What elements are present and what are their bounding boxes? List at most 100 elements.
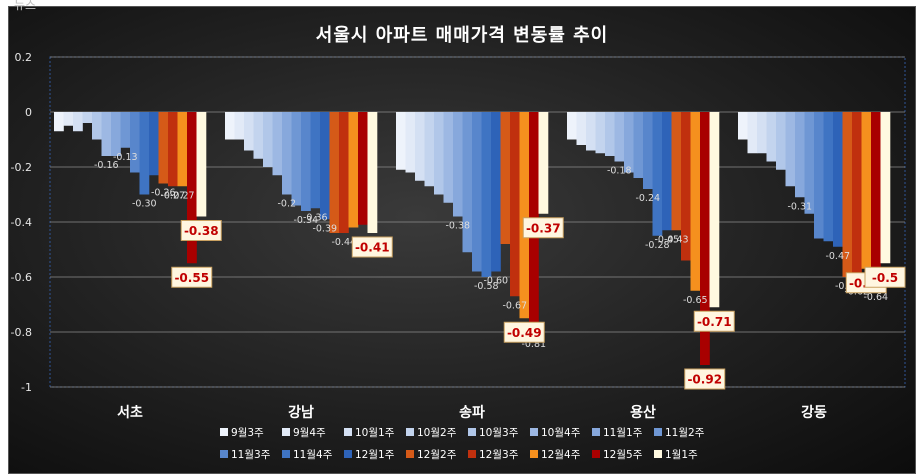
legend-label: 12월2주	[417, 449, 457, 461]
data-label: -0.81	[521, 339, 546, 350]
bar	[538, 112, 549, 214]
bar	[367, 112, 378, 233]
data-label: -0.26	[151, 188, 176, 199]
legend-label: 1월1주	[665, 449, 698, 461]
legend-swatch	[530, 450, 538, 458]
bar	[662, 112, 672, 231]
bar	[120, 112, 131, 148]
y-tick-label: 0	[25, 106, 32, 119]
bar	[567, 112, 577, 140]
callout-label: -0.92	[687, 373, 722, 387]
data-label: -0.67	[502, 300, 527, 311]
bar	[272, 112, 283, 176]
bar	[453, 112, 463, 217]
data-label: -0.65	[683, 295, 708, 306]
bar	[54, 112, 64, 132]
callout-box	[684, 368, 726, 390]
x-category-label: 강동	[801, 404, 827, 421]
legend-label: 11월3주	[231, 449, 271, 461]
bar	[301, 112, 311, 211]
bar	[880, 112, 891, 264]
callout-label: -0.37	[526, 221, 561, 235]
bar	[776, 112, 786, 170]
legend-label: 9월4주	[293, 427, 326, 439]
bar	[652, 112, 663, 236]
bar	[443, 112, 454, 203]
bar	[671, 112, 682, 231]
bar	[405, 112, 416, 173]
legend-label: 11월2주	[665, 427, 705, 439]
legend-swatch	[406, 450, 414, 458]
bar	[472, 112, 482, 272]
legend-swatch	[468, 450, 476, 458]
bar	[747, 112, 758, 154]
bar	[690, 112, 701, 291]
bar	[263, 112, 273, 167]
data-label: -0.24	[635, 193, 660, 204]
data-label: -0.2	[277, 199, 296, 210]
legend-swatch	[282, 428, 290, 436]
bar	[348, 112, 359, 228]
legend-label: 12월4주	[541, 449, 581, 461]
callout-box	[180, 220, 222, 241]
data-label: -0.58	[474, 281, 499, 292]
legend-label: 11월1주	[603, 427, 643, 439]
bar	[738, 112, 748, 140]
bar	[785, 112, 796, 187]
legend-swatch	[220, 450, 228, 458]
bar	[804, 112, 815, 214]
x-category-label: 서초	[117, 405, 143, 421]
data-label: -0.38	[445, 221, 470, 232]
callout-label: -0.71	[697, 315, 732, 329]
x-category-label: 용산	[630, 404, 656, 421]
bar	[329, 112, 340, 233]
legend-label: 12월1주	[355, 449, 395, 461]
bar	[339, 112, 349, 233]
bar	[643, 112, 653, 189]
legend-swatch	[344, 428, 352, 436]
bar	[633, 112, 644, 178]
data-label: -0.18	[607, 166, 632, 177]
callout-box	[171, 266, 213, 288]
bar	[852, 112, 862, 283]
data-label: -0.60	[483, 276, 508, 287]
bar	[415, 112, 425, 181]
bar	[358, 112, 368, 225]
legend-label: 11월4주	[293, 449, 333, 461]
callout-box	[864, 266, 906, 288]
y-tick-label: -0.8	[11, 326, 32, 339]
legend-label: 12월5주	[603, 449, 643, 461]
legend-label: 10월4주	[541, 427, 581, 439]
data-label: -0.27	[160, 190, 185, 201]
bar	[681, 112, 691, 261]
bar	[282, 112, 292, 195]
bar	[82, 112, 93, 123]
bar	[481, 112, 492, 277]
legend-swatch	[654, 450, 662, 458]
bar	[462, 112, 473, 253]
bar	[73, 112, 83, 132]
bar	[225, 112, 235, 140]
bar	[500, 112, 511, 244]
legend-label: 9월3주	[231, 427, 264, 439]
bar	[111, 112, 121, 156]
bar	[196, 112, 207, 217]
data-label: -0.34	[293, 215, 318, 226]
bar	[168, 112, 178, 187]
bar	[510, 112, 520, 297]
bar	[130, 112, 140, 173]
callout-label: -0.49	[507, 326, 542, 340]
watermark: 뉴스	[14, 0, 37, 12]
bar	[871, 112, 881, 288]
data-label: -0.31	[787, 201, 812, 212]
bar	[576, 112, 587, 145]
callout-label: -0.5	[872, 271, 898, 285]
bar	[158, 112, 169, 184]
bar	[519, 112, 530, 319]
legend-label: 10월2주	[417, 427, 457, 439]
bar	[586, 112, 596, 151]
legend-swatch	[654, 428, 662, 436]
bar	[491, 112, 501, 272]
bar	[795, 112, 805, 198]
